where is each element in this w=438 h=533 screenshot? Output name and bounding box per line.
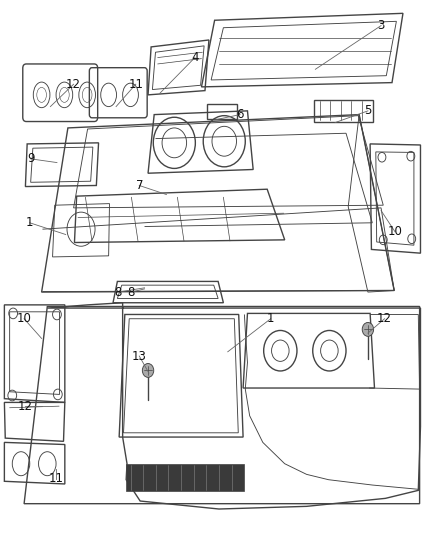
Circle shape <box>362 322 374 336</box>
Text: 12: 12 <box>377 312 392 325</box>
Text: 6: 6 <box>236 108 244 121</box>
Text: 12: 12 <box>18 400 33 413</box>
Bar <box>207 104 237 119</box>
Text: 8: 8 <box>128 286 135 298</box>
Text: 7: 7 <box>135 179 143 192</box>
Text: 1: 1 <box>26 216 34 229</box>
Text: 11: 11 <box>128 78 143 91</box>
Text: 12: 12 <box>66 78 81 91</box>
Text: 10: 10 <box>388 225 403 238</box>
Text: 8: 8 <box>115 286 122 298</box>
Text: 5: 5 <box>364 104 371 117</box>
Text: 4: 4 <box>191 51 199 64</box>
Text: 10: 10 <box>17 312 32 325</box>
Text: 11: 11 <box>49 472 64 485</box>
Circle shape <box>142 364 154 377</box>
Bar <box>126 464 244 491</box>
Text: 3: 3 <box>378 19 385 32</box>
Text: 9: 9 <box>27 152 35 165</box>
Text: 1: 1 <box>267 312 275 325</box>
Text: 13: 13 <box>132 350 147 362</box>
